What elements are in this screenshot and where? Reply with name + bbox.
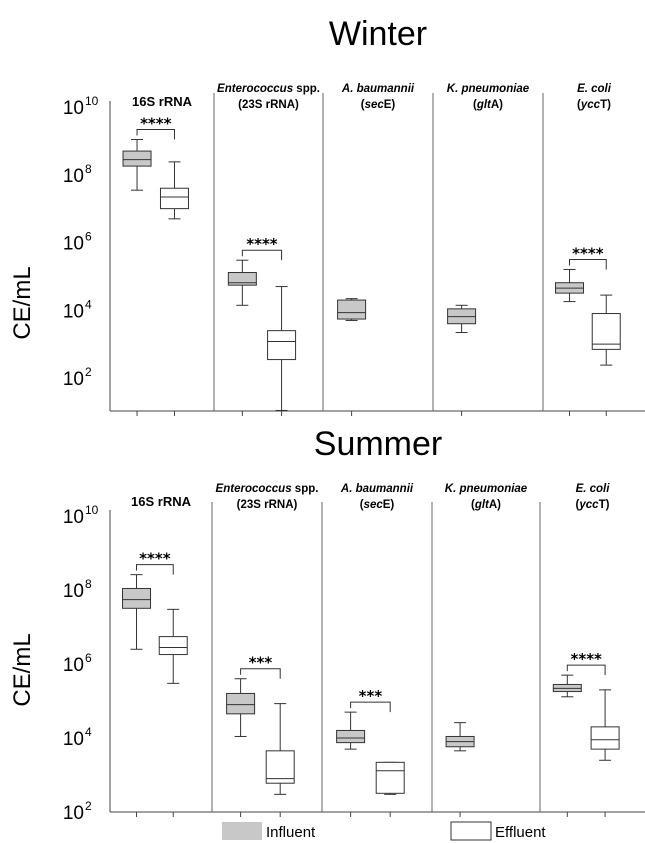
significance-bracket: [136, 128, 175, 140]
y-tick-exponent: 2: [85, 799, 92, 813]
panel-label: A. baumannii: [341, 83, 415, 95]
y-tick-exponent: 4: [85, 297, 92, 311]
panel-label-line2: (gltA): [473, 99, 503, 111]
panel-label-line2: (23S rRNA): [237, 499, 298, 511]
panel-label-line2: (yccT): [577, 99, 611, 111]
y-tick-exponent: 8: [85, 577, 92, 591]
panel-label-line2: (gltA): [471, 499, 501, 511]
significance-label: ****: [571, 650, 603, 668]
influent-box: [122, 150, 152, 167]
y-tick-label: 10: [63, 803, 84, 824]
y-tick-exponent: 2: [85, 365, 92, 379]
y-tick-exponent: 4: [85, 725, 92, 739]
y-tick-label: 10: [63, 581, 84, 602]
significance-label: ****: [140, 114, 172, 132]
chart-title: Summer: [314, 425, 442, 463]
significance-bracket: [350, 701, 391, 713]
legend: Influent Effluent: [222, 821, 546, 841]
panel-label: A. baumannii: [340, 483, 414, 495]
influent-box: [336, 729, 366, 744]
effluent-box: [375, 761, 405, 794]
y-tick-label: 10: [63, 729, 84, 750]
y-axis-title: CE/mL: [9, 266, 36, 339]
significance-bracket: [566, 664, 606, 676]
significance-label: ****: [139, 550, 171, 568]
panel-label: E. coli: [577, 83, 612, 95]
effluent-box: [159, 187, 189, 210]
influent-box: [226, 692, 256, 715]
y-tick-label: 10: [63, 301, 84, 322]
y-tick-exponent: 8: [85, 162, 92, 176]
effluent-box: [591, 313, 621, 350]
significance-bracket: [136, 564, 174, 575]
panel-label: E. coli: [576, 483, 611, 495]
effluent-legend-swatch: [450, 821, 492, 841]
effluent-legend-label: Effluent: [495, 824, 546, 841]
influent-box: [337, 299, 367, 320]
chart-title: Winter: [329, 15, 427, 53]
y-tick-label: 10: [63, 655, 84, 676]
panel-label: K. pneumoniae: [445, 483, 528, 495]
significance-bracket: [241, 249, 283, 261]
panel-label: Enterococcus spp.: [217, 83, 320, 95]
panel-label-line2: (secE): [361, 99, 396, 111]
influent-box: [227, 272, 257, 286]
panel-label-line2: (secE): [360, 499, 395, 511]
effluent-box: [158, 636, 188, 656]
y-tick-exponent: 6: [85, 651, 92, 665]
panel-label: K. pneumoniae: [447, 83, 530, 95]
panel-label: 16S rRNA: [132, 94, 193, 109]
influent-legend-label: Influent: [266, 824, 316, 841]
y-tick-exponent: 10: [85, 503, 99, 517]
influent-box: [122, 587, 152, 609]
y-tick-label: 10: [63, 234, 84, 255]
influent-legend-swatch: [222, 822, 262, 840]
significance-bracket: [240, 668, 281, 679]
y-tick-label: 10: [63, 166, 84, 187]
panel-label-line2: (yccT): [576, 499, 610, 511]
significance-label: ****: [572, 244, 604, 262]
significance-label: ****: [246, 235, 278, 253]
y-tick-exponent: 6: [85, 230, 92, 244]
y-tick-exponent: 10: [85, 94, 99, 108]
panel-label: Enterococcus spp.: [216, 483, 319, 495]
panel-label-line2: (23S rRNA): [238, 99, 299, 111]
significance-label: ***: [249, 654, 273, 672]
y-axis-title: CE/mL: [9, 633, 36, 706]
panel-label: 16S rRNA: [131, 494, 192, 509]
y-tick-label: 10: [63, 369, 84, 390]
effluent-box: [590, 726, 620, 750]
y-tick-label: 10: [63, 98, 84, 119]
y-tick-label: 10: [63, 507, 84, 528]
significance-bracket: [569, 258, 607, 270]
effluent-box: [267, 330, 297, 361]
effluent-box: [265, 750, 295, 784]
significance-label: ***: [359, 687, 383, 705]
